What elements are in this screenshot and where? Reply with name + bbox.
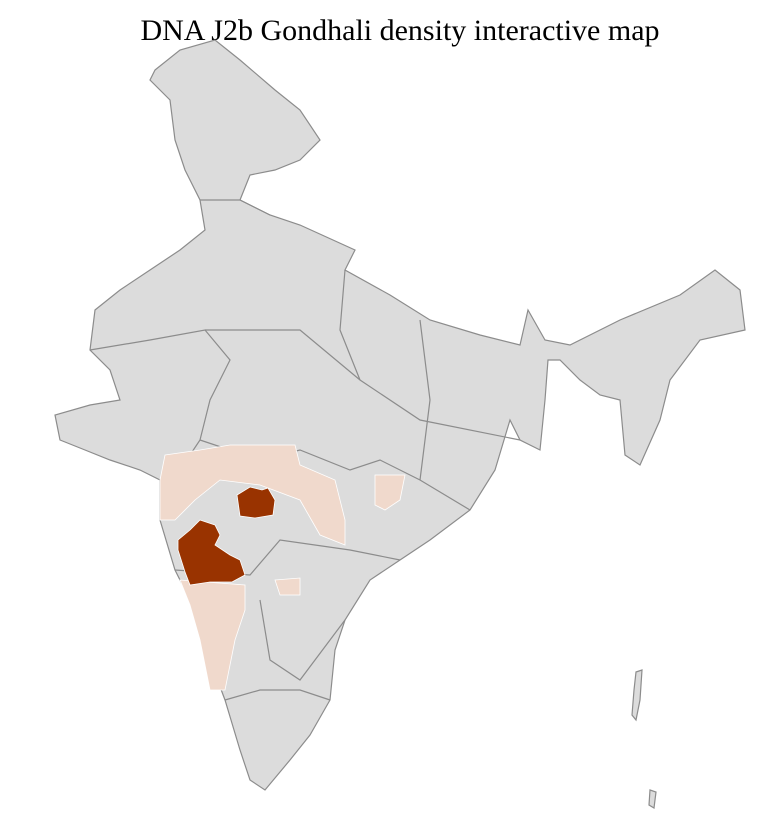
state-borders [89,199,521,701]
india-base-layer [54,39,746,809]
density-layer [159,444,406,691]
region-low-density[interactable] [274,577,301,596]
region-low-density[interactable] [179,579,246,691]
map-title: DNA J2b Gondhali density interactive map [140,14,660,47]
region-low-density[interactable] [374,474,406,511]
region-low-density[interactable] [159,444,346,546]
region-high-density[interactable] [236,486,276,519]
nicobar-islands[interactable] [648,789,657,809]
region-high-density[interactable] [177,519,246,586]
andaman-islands[interactable] [631,669,643,722]
